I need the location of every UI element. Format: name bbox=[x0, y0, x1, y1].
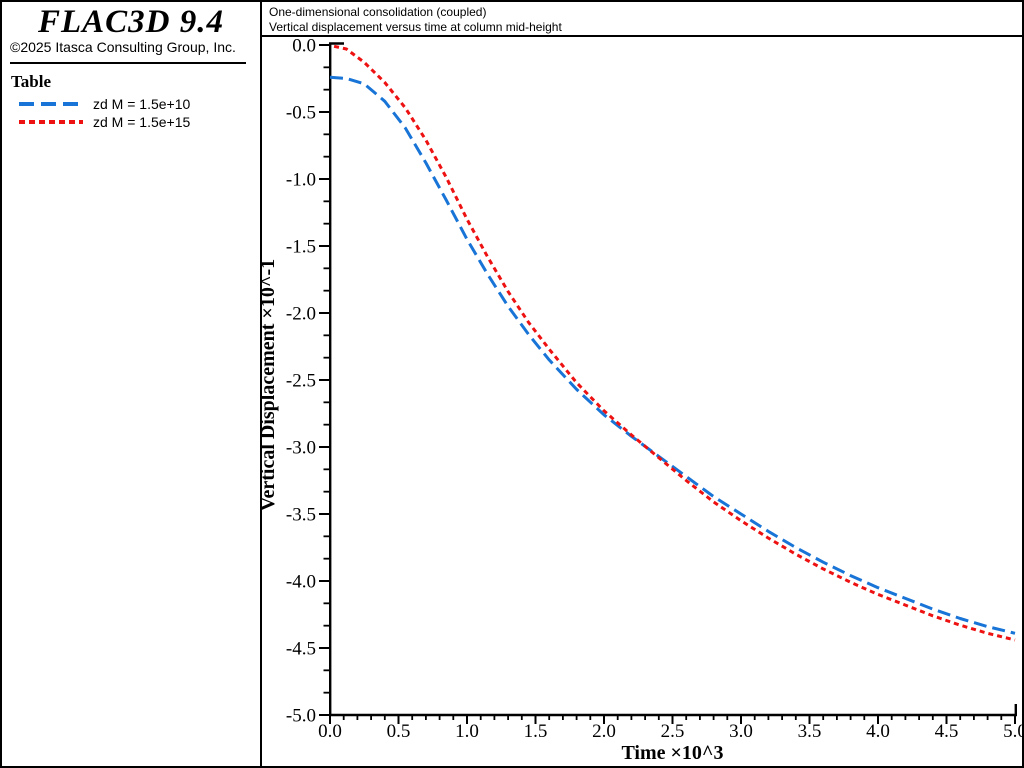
legend-dash-swatch bbox=[19, 120, 83, 124]
legend-item: zd M = 1.5e+10 bbox=[19, 95, 190, 113]
plot-title-line1: One-dimensional consolidation (coupled) bbox=[269, 5, 487, 19]
legend-section-title: Table bbox=[11, 72, 52, 91]
sidebar-divider bbox=[10, 62, 246, 64]
plot-title-box: One-dimensional consolidation (coupled) … bbox=[262, 2, 1022, 37]
plot-panel: One-dimensional consolidation (coupled) … bbox=[260, 2, 1022, 766]
plot-sidebar: FLAC3D 9.4 ©2025 Itasca Consulting Group… bbox=[2, 2, 260, 766]
legend-item: zd M = 1.5e+15 bbox=[19, 113, 190, 131]
plot-title-line2: Vertical displacement versus time at col… bbox=[269, 20, 562, 34]
legend: zd M = 1.5e+10 zd M = 1.5e+15 bbox=[19, 95, 190, 131]
legend-item-label: zd M = 1.5e+15 bbox=[93, 114, 191, 130]
copyright-text: ©2025 Itasca Consulting Group, Inc. bbox=[10, 39, 236, 55]
legend-dash-swatch bbox=[19, 102, 83, 106]
legend-item-label: zd M = 1.5e+10 bbox=[93, 96, 191, 112]
app-logo-title: FLAC3D 9.4 bbox=[37, 4, 225, 40]
